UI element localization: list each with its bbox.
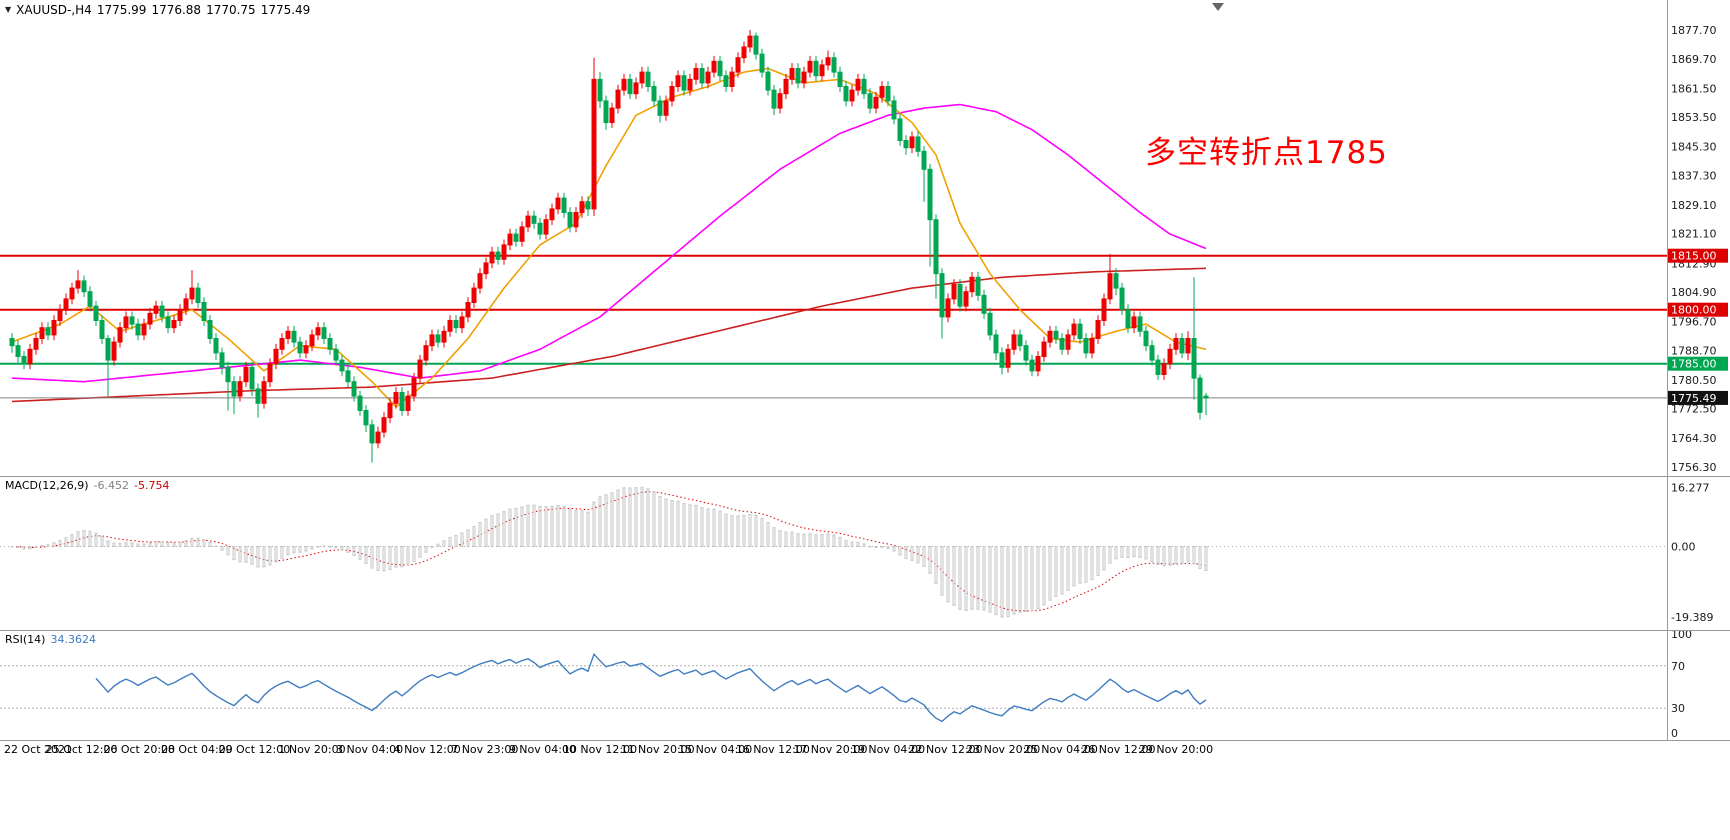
price-level-label [1668,356,1728,371]
time-axis-label: 23 Nov 20:00 [966,743,1040,756]
time-axis-label: 17 Nov 20:00 [793,743,867,756]
svg-text:1800.00: 1800.00 [1671,304,1717,317]
macd-histogram [10,486,1208,618]
ma-slow-red-line [11,267,1207,403]
macd-main-value: -6.452 [93,479,130,492]
low-value: 1770.75 [206,3,256,17]
svg-text:1869.70: 1869.70 [1671,53,1717,66]
svg-text:1756.30: 1756.30 [1671,461,1717,474]
time-axis-label: 22 Oct 2021 [4,743,72,756]
svg-text:0: 0 [1671,727,1678,740]
price-level-label [1668,248,1728,263]
time-axis-label: 25 Nov 04:00 [1024,743,1098,756]
svg-text:1775.49: 1775.49 [1671,392,1717,405]
rsi-value: 34.3624 [50,633,96,646]
time-axis-label: 3 Nov 04:00 [336,743,403,756]
high-value: 1776.88 [151,3,202,17]
close-value: 1775.49 [260,3,311,17]
svg-text:1845.30: 1845.30 [1671,141,1717,154]
time-axis-label: 15 Nov 04:00 [678,743,752,756]
svg-text:1785.00: 1785.00 [1671,358,1717,371]
svg-text:1877.70: 1877.70 [1671,24,1717,37]
time-axis-label: 11 Nov 20:00 [621,743,695,756]
ma-mid-magenta-line [11,103,1207,383]
time-axis-label: 7 Nov 23:00 [451,743,518,756]
open-value: 1775.99 [96,3,147,17]
time-axis-label: 26 Nov 12:00 [1081,743,1155,756]
rsi-name: RSI(14) [5,633,46,646]
svg-text:0.00: 0.00 [1671,541,1696,554]
macd-indicator-label: MACD(12,26,9) -6.452 -5.754 [5,479,174,492]
svg-text:1815.00: 1815.00 [1671,250,1717,263]
macd-panel[interactable] [0,491,1668,612]
price-level-label [1668,302,1728,317]
svg-text:1829.10: 1829.10 [1671,199,1717,212]
svg-text:1772.50: 1772.50 [1671,403,1717,416]
svg-text:70: 70 [1671,660,1685,673]
svg-text:1780.50: 1780.50 [1671,374,1717,387]
time-axis-label: 10 Nov 12:00 [563,743,637,756]
time-axis-label: 4 Nov 12:00 [394,743,461,756]
time-axis-label: 16 Nov 12:00 [736,743,810,756]
svg-text:1821.10: 1821.10 [1671,228,1717,241]
rsi-panel[interactable] [0,652,1668,723]
svg-text:-19.389: -19.389 [1671,611,1713,624]
rsi-indicator-label: RSI(14) 34.3624 [5,633,101,646]
svg-text:30: 30 [1671,702,1685,715]
svg-text:1861.50: 1861.50 [1671,82,1717,95]
time-axis-label: 19 Nov 04:00 [851,743,925,756]
time-axis-label: 22 Nov 12:00 [909,743,983,756]
ohlc-info-bar: ▼ XAUUSD-,H4 1775.99 1776.88 1770.75 1775.49 [5,3,315,17]
time-axis-label: 28 Oct 04:00 [161,743,233,756]
svg-text:1804.90: 1804.90 [1671,286,1717,299]
collapse-triangle-icon[interactable]: ▼ [5,5,12,14]
chart-shift-marker-icon[interactable] [1212,3,1224,11]
symbol-period-label: XAUUSD-,H4 [16,3,92,17]
time-axis-label: 9 Nov 04:00 [509,743,576,756]
panel-separators [0,0,1730,741]
time-axis-label: 1 Nov 20:00 [278,743,345,756]
svg-text:1796.70: 1796.70 [1671,316,1717,329]
svg-text:16.277: 16.277 [1671,481,1710,494]
price-level-label [1668,390,1728,405]
price-axis[interactable]: 1877.70 1869.70 1861.50 1853.50 1845.30 1837.… [1668,24,1728,740]
annotation-text: 多空转折点1785 [1145,135,1388,171]
time-axis-label: 29 Oct 12:00 [219,743,291,756]
svg-text:1853.50: 1853.50 [1671,111,1717,124]
candlesticks-layer [9,30,1209,463]
macd-signal-line [11,491,1207,612]
macd-signal-value: -5.754 [134,479,170,492]
rsi-line [95,652,1207,723]
time-axis-label: 26 Oct 20:00 [103,743,175,756]
svg-text:1788.70: 1788.70 [1671,344,1717,357]
time-axis-label: 29 Nov 20:00 [1139,743,1213,756]
svg-text:1837.30: 1837.30 [1671,169,1717,182]
svg-text:1764.30: 1764.30 [1671,432,1717,445]
macd-name: MACD(12,26,9) [5,479,89,492]
time-axis-label: 25 Oct 12:00 [46,743,118,756]
svg-text:100: 100 [1671,628,1692,641]
